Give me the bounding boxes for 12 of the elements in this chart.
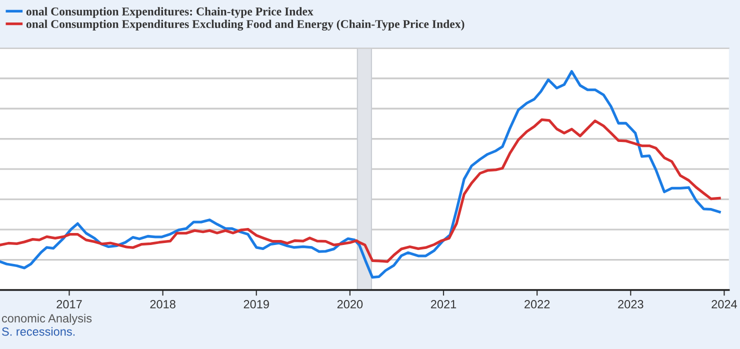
legend-label: onal Consumption Expenditures Excluding Food and Energy (Chain-Type Price Index) (26, 20, 464, 31)
legend-label: onal Consumption Expenditures: Chain-type Price Index (26, 7, 314, 18)
x-tick-label: 2024 (712, 300, 738, 308)
x-tick-label: 2020 (337, 300, 363, 308)
x-tick-label: 2021 (430, 300, 456, 308)
text: S. recessions. (2, 327, 75, 336)
x-tick-label: 2022 (524, 300, 550, 308)
x-tick-label: 2017 (56, 300, 82, 308)
x-tick-label: 2018 (150, 300, 176, 308)
x-tick-label: 2019 (244, 300, 269, 308)
text: conomic Analysis (2, 314, 92, 325)
x-tick-label: 2023 (618, 300, 644, 308)
